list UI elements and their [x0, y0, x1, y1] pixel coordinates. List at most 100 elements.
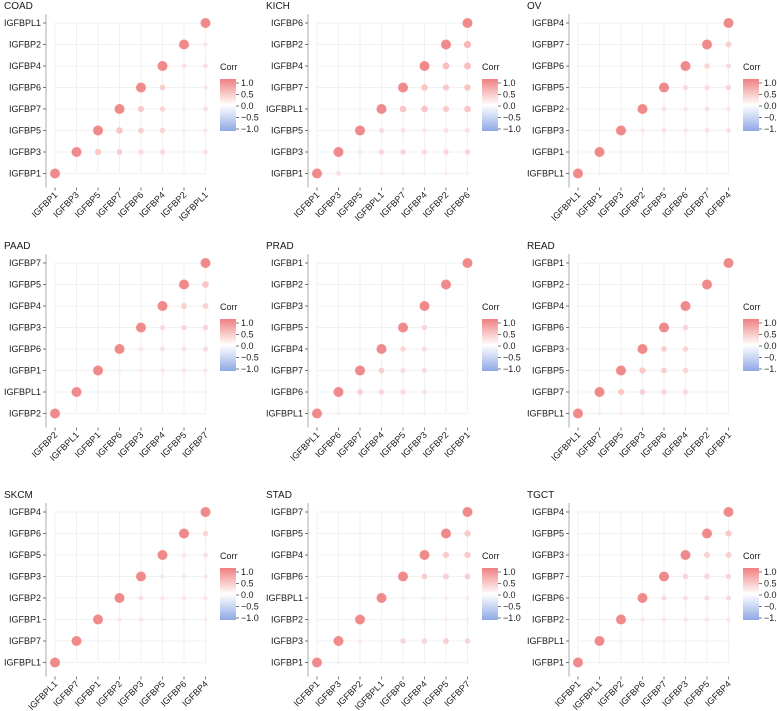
- corr-dot: [96, 639, 100, 643]
- legend-tick-label: 1.0: [764, 78, 777, 88]
- y-tick-label: IGFBPL1: [527, 636, 564, 646]
- panel-skcm: SKCM IGFBPL1 IGFBP7 IGFBP1 IGFBP2 IGFBP3 IGFBP…: [4, 490, 259, 711]
- corr-dot: [203, 617, 208, 622]
- corr-dot: [725, 552, 732, 558]
- corr-dot: [725, 84, 732, 91]
- legend-tick-label: −0.5: [503, 353, 521, 363]
- corr-dot: [182, 85, 186, 90]
- panel-stad: STAD IGFBP1 IGFBP3 IGFBP2 IGFBPL1 IGFBP6 IGFBP…: [266, 490, 521, 711]
- corr-dot: [465, 390, 470, 394]
- corr-dot: [683, 639, 688, 643]
- corr-dot: [333, 387, 344, 397]
- corr-dot: [333, 147, 344, 157]
- corr-dot: [422, 660, 427, 665]
- corr-dot: [157, 61, 168, 71]
- corr-dot: [704, 573, 710, 580]
- corr-dot: [465, 304, 470, 308]
- corr-dot: [160, 574, 165, 579]
- corr-dot: [159, 84, 166, 91]
- y-tick-label: IGFBP2: [9, 40, 41, 50]
- corr-dot: [421, 84, 428, 91]
- corr-dot: [96, 171, 100, 176]
- corr-dot: [139, 660, 143, 665]
- corr-dot: [379, 617, 384, 622]
- panel-kich: KICH IGFBP1 IGFBP3 IGFBP5 IGFBPL1 IGFBP7 IGFBP…: [266, 1, 521, 223]
- corr-dot: [117, 390, 122, 394]
- corr-dot: [465, 347, 470, 351]
- legend-colorbar: [743, 79, 759, 131]
- legend-colorbar: [482, 319, 498, 371]
- corr-dot: [680, 61, 691, 71]
- corr-dot: [96, 660, 100, 665]
- corr-dot: [662, 171, 666, 176]
- corr-dot: [726, 347, 731, 351]
- corr-dot: [421, 105, 428, 113]
- corr-dot: [661, 128, 667, 133]
- corr-dot: [398, 82, 408, 93]
- corr-dot: [443, 149, 449, 155]
- corr-dot: [157, 301, 168, 311]
- corr-dot: [93, 125, 103, 136]
- corr-dot: [200, 18, 211, 28]
- corr-dot: [682, 346, 689, 352]
- y-tick-label: IGFBP4: [9, 301, 41, 311]
- corr-dot: [421, 346, 428, 352]
- y-tick-label: IGFBP4: [9, 61, 41, 71]
- corr-dot: [704, 128, 710, 133]
- panel-title: SKCM: [4, 490, 33, 501]
- corr-dot: [573, 657, 583, 668]
- y-tick-label: IGFBP6: [532, 61, 564, 71]
- corr-dot: [379, 171, 384, 176]
- corr-dot: [659, 571, 669, 582]
- corr-dot: [705, 368, 709, 373]
- corr-dot: [357, 389, 363, 395]
- legend-tick-label: 0.0: [764, 341, 777, 351]
- y-tick-label: IGFBPL1: [266, 104, 303, 114]
- legend-tick-label: −1.0: [764, 364, 777, 374]
- y-tick-label: IGFBP4: [532, 18, 564, 28]
- legend-title: Corr: [743, 302, 761, 312]
- corr-dot: [683, 617, 688, 622]
- corr-dot: [640, 617, 645, 622]
- corr-dot: [661, 389, 667, 395]
- y-tick-label: IGFBP5: [9, 280, 41, 290]
- corr-dot: [616, 125, 626, 136]
- x-tick-label: IGFBPL1: [549, 430, 582, 463]
- corr-dot: [117, 171, 122, 176]
- corr-dot: [71, 147, 82, 157]
- corr-dot: [462, 507, 473, 517]
- corr-dot: [441, 528, 451, 539]
- legend-tick-label: −1.0: [241, 364, 259, 374]
- y-tick-label: IGFBP5: [532, 83, 564, 93]
- corr-dot: [726, 639, 731, 643]
- corr-dot: [202, 303, 209, 309]
- legend-tick-label: −1.0: [764, 124, 777, 134]
- legend-tick-label: 0.5: [241, 330, 254, 340]
- y-tick-label: IGFBP1: [271, 658, 303, 668]
- corr-dot: [462, 258, 473, 268]
- corr-dot: [71, 636, 82, 646]
- corr-dot: [661, 367, 667, 374]
- corr-dot: [662, 150, 666, 154]
- corr-dot: [312, 408, 322, 419]
- legend-title: Corr: [482, 551, 500, 561]
- corr-dot: [726, 282, 731, 287]
- corr-dot: [704, 106, 710, 112]
- corr-dot: [465, 368, 470, 373]
- corr-dot: [723, 507, 734, 517]
- corr-dot: [594, 147, 605, 157]
- x-tick-label: IGFBPL1: [288, 430, 321, 463]
- corr-dot: [726, 660, 731, 665]
- legend-tick-label: −1.0: [503, 124, 521, 134]
- y-tick-label: IGFBP1: [532, 258, 564, 268]
- corr-dot: [639, 367, 646, 374]
- corr-dot: [357, 171, 363, 176]
- corr-dot: [465, 411, 470, 416]
- corr-dot: [444, 347, 448, 351]
- y-tick-label: IGFBPL1: [527, 169, 564, 179]
- corr-dot: [138, 346, 144, 352]
- panel-title: PAAD: [4, 241, 31, 252]
- corr-dot: [444, 411, 448, 416]
- corr-dot: [443, 171, 449, 176]
- y-tick-label: IGFBP7: [532, 572, 564, 582]
